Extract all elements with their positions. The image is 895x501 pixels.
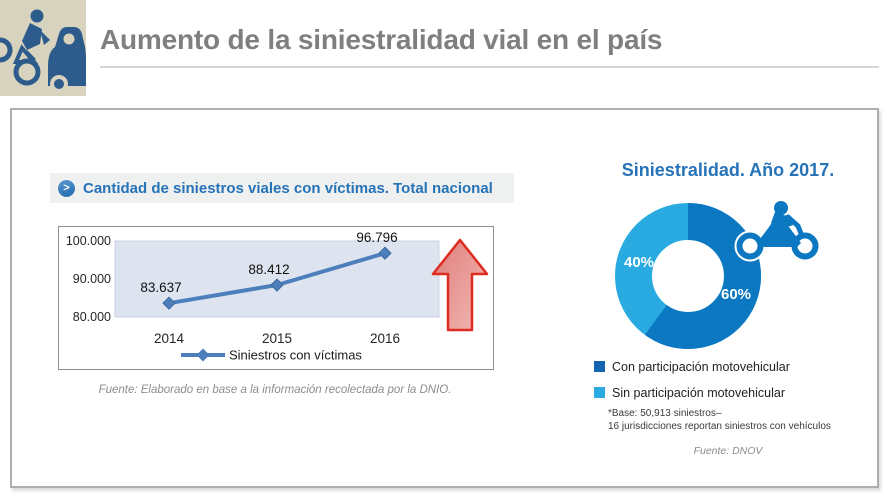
- section-header-bar: > Cantidad de siniestros viales con víct…: [50, 173, 514, 203]
- donut-chart-svg: 40% 60%: [615, 203, 761, 349]
- data-label: 83.637: [140, 280, 181, 295]
- rider-arm-icon: [40, 30, 50, 45]
- content-panel: > Cantidad de siniestros viales con víct…: [10, 108, 879, 488]
- chart-source-note: Fuente: Elaborado en base a la informaci…: [98, 384, 452, 396]
- legend-swatch-secondary: [594, 387, 605, 398]
- legend-label: Sin participación motovehicular: [612, 385, 786, 400]
- growth-up-arrow-icon: [431, 238, 489, 332]
- cyclist-and-car-icon: [0, 9, 86, 93]
- legend-marker-diamond: [196, 348, 210, 362]
- line-chart-frame: 100.000 90.000 80.000 83.637 88.412 96.7…: [58, 226, 494, 370]
- pie-chart-title: Siniestralidad. Año 2017.: [621, 160, 835, 180]
- rider-body-icon: [22, 23, 42, 50]
- line-chart: 100.000 90.000 80.000 83.637 88.412 96.7…: [66, 230, 489, 363]
- section-header-label: Cantidad de siniestros viales con víctim…: [83, 179, 493, 197]
- donut-segment-primary: [615, 203, 761, 349]
- y-axis-tick: 100.000: [66, 234, 111, 248]
- footnote-line: 16 jurisdicciones reportan siniestros co…: [608, 421, 831, 432]
- series-legend-label: Siniestros con víctimas: [229, 348, 362, 363]
- rider-head-icon: [30, 9, 44, 23]
- data-point-marker: [270, 278, 284, 292]
- motorcycle-icon: [731, 196, 823, 263]
- legend-item: Sin participación motovehicular: [594, 385, 790, 400]
- chevron-circle-icon: >: [58, 179, 75, 197]
- legend-swatch-primary: [594, 361, 605, 372]
- page-title: Aumento de la siniestralidad vial en el …: [100, 24, 663, 55]
- brand-box: [0, 0, 86, 96]
- pie-legend: Con participación motovehicular Sin part…: [594, 359, 790, 411]
- title-divider: [100, 66, 879, 68]
- donut-label-secondary: 40%: [624, 254, 654, 271]
- x-axis-label: 2016: [370, 331, 400, 346]
- data-point-marker: [378, 246, 392, 260]
- data-label: 96.796: [356, 230, 397, 245]
- donut-label-primary: 60%: [721, 286, 751, 303]
- pie-source-note: Fuente: DNOV: [693, 445, 763, 457]
- car-body-icon: [48, 27, 86, 86]
- donut-chart: 40% 60%: [603, 191, 773, 361]
- y-axis-tick: 80.000: [73, 310, 111, 324]
- legend-item: Con participación motovehicular: [594, 359, 790, 374]
- bike-wheel-icon: [13, 58, 41, 86]
- car-wheel-hub-icon: [54, 79, 64, 89]
- data-label: 88.412: [248, 262, 289, 277]
- pie-footnote: *Base: 50,913 siniestros– 16 jurisdiccio…: [608, 407, 895, 433]
- wheel-icon: [0, 37, 13, 63]
- data-point-marker: [162, 296, 176, 310]
- motorcycle-icon-svg: [734, 196, 821, 262]
- footnote-line: *Base: 50,913 siniestros–: [608, 408, 722, 419]
- legend-label: Con participación motovehicular: [612, 359, 790, 374]
- car-window-icon: [63, 33, 75, 45]
- x-axis-label: 2014: [154, 331, 185, 346]
- y-axis-tick: 90.000: [73, 272, 111, 286]
- x-axis-label: 2015: [262, 331, 292, 346]
